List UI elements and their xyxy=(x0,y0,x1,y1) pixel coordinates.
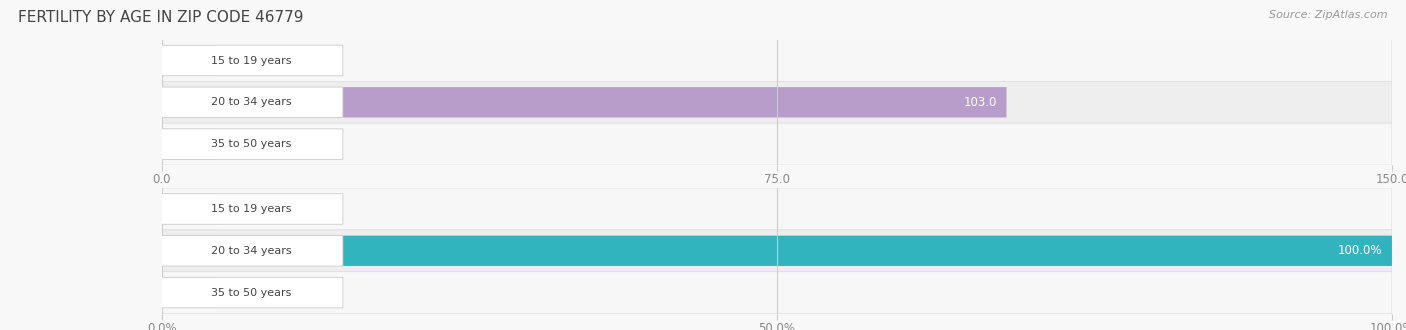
Text: 0.0%: 0.0% xyxy=(226,203,256,215)
Text: 0.0: 0.0 xyxy=(226,54,246,67)
Text: 15 to 19 years: 15 to 19 years xyxy=(211,55,291,65)
Text: 0.0%: 0.0% xyxy=(226,286,256,299)
FancyBboxPatch shape xyxy=(162,230,1392,272)
Text: 0.0: 0.0 xyxy=(226,138,246,150)
FancyBboxPatch shape xyxy=(152,87,343,117)
FancyBboxPatch shape xyxy=(162,82,1392,123)
FancyBboxPatch shape xyxy=(162,194,217,224)
FancyBboxPatch shape xyxy=(152,277,343,308)
FancyBboxPatch shape xyxy=(162,123,1392,165)
Text: 35 to 50 years: 35 to 50 years xyxy=(211,288,291,298)
FancyBboxPatch shape xyxy=(162,40,1392,82)
FancyBboxPatch shape xyxy=(152,129,343,159)
FancyBboxPatch shape xyxy=(152,236,343,266)
Text: 15 to 19 years: 15 to 19 years xyxy=(211,204,291,214)
FancyBboxPatch shape xyxy=(162,188,1392,230)
FancyBboxPatch shape xyxy=(162,129,217,159)
FancyBboxPatch shape xyxy=(162,272,1392,314)
FancyBboxPatch shape xyxy=(152,194,343,224)
Text: 20 to 34 years: 20 to 34 years xyxy=(211,97,291,107)
Text: 35 to 50 years: 35 to 50 years xyxy=(211,139,291,149)
Text: 100.0%: 100.0% xyxy=(1337,244,1382,257)
Text: 103.0: 103.0 xyxy=(963,96,997,109)
FancyBboxPatch shape xyxy=(162,45,217,76)
FancyBboxPatch shape xyxy=(152,45,343,76)
FancyBboxPatch shape xyxy=(162,236,1392,266)
Text: Source: ZipAtlas.com: Source: ZipAtlas.com xyxy=(1270,10,1388,20)
Text: FERTILITY BY AGE IN ZIP CODE 46779: FERTILITY BY AGE IN ZIP CODE 46779 xyxy=(18,10,304,25)
FancyBboxPatch shape xyxy=(162,278,217,308)
Text: 20 to 34 years: 20 to 34 years xyxy=(211,246,291,256)
FancyBboxPatch shape xyxy=(162,87,1007,117)
